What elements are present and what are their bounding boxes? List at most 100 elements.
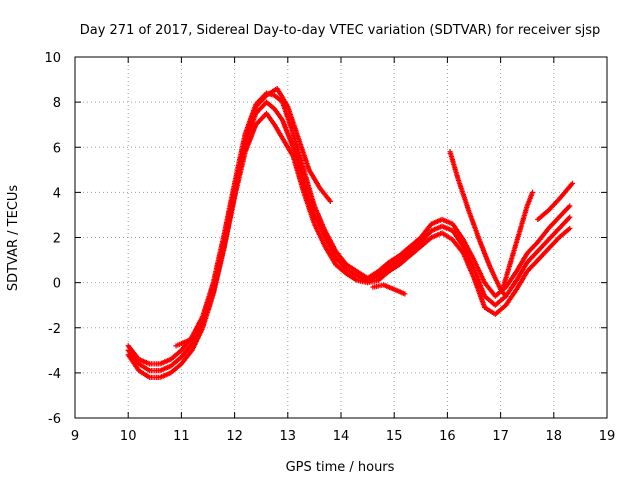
data-marker-run: [447, 150, 461, 180]
data-marker-run: [501, 259, 514, 289]
data-marker-run: [126, 353, 141, 372]
x-tick-label: 10: [120, 429, 137, 444]
data-marker-run: [419, 222, 433, 239]
data-marker-run: [430, 224, 444, 233]
data-marker-run: [408, 240, 423, 253]
grid-lines: [75, 57, 607, 418]
data-point: [567, 214, 573, 220]
x-tick-label: 12: [226, 429, 243, 444]
data-marker-run: [301, 180, 317, 216]
data-point: [529, 189, 536, 195]
y-tick-label: 6: [53, 141, 61, 156]
chart-title: Day 271 of 2017, Sidereal Day-to-day VTE…: [80, 23, 601, 38]
data-marker-run: [472, 259, 487, 284]
data-marker-run: [557, 182, 574, 201]
data-marker-run: [408, 245, 423, 257]
data-marker-run: [280, 119, 296, 149]
data-marker-run: [504, 270, 519, 289]
y-tick-label: 8: [53, 96, 61, 111]
series-track-f: [447, 149, 509, 299]
data-marker-run: [291, 146, 306, 183]
data-marker-run: [137, 362, 151, 373]
data-marker-run: [461, 252, 476, 280]
data-marker-run: [514, 270, 529, 291]
data-marker-run: [525, 240, 540, 255]
data-marker-run: [525, 258, 540, 273]
data-marker-run: [488, 265, 503, 291]
x-tick-label: 9: [71, 429, 79, 444]
data-marker-run: [232, 141, 248, 196]
y-tick-labels: -6 -4 -2 0 2 4 6 8 10: [44, 51, 61, 427]
data-marker-run: [536, 227, 550, 244]
data-marker-run: [169, 362, 183, 375]
data-marker-run: [221, 193, 237, 248]
data-marker-run: [264, 112, 277, 126]
x-tick-label: 18: [546, 429, 563, 444]
series-track-h: [535, 180, 576, 223]
x-tick-labels: 9 10 11 12 13 14 15 16 17 18 19: [71, 429, 615, 444]
data-marker-run: [334, 249, 348, 266]
data-marker-run: [408, 236, 423, 248]
data-marker-run: [387, 258, 401, 269]
data-marker-run: [466, 209, 482, 241]
data-marker-run: [159, 364, 172, 373]
data-point: [567, 225, 573, 232]
data-marker-run: [169, 348, 183, 361]
data-marker-run: [398, 245, 412, 257]
data-marker-run: [419, 229, 433, 244]
series-track-d: [173, 85, 333, 349]
data-marker-run: [419, 236, 433, 248]
data-marker-run: [296, 137, 312, 171]
x-tick-label: 17: [492, 429, 509, 444]
data-marker-run: [477, 238, 492, 268]
y-axis-label: SDTVAR / TECUs: [6, 185, 21, 292]
data-marks: [125, 85, 576, 380]
data-marker-run: [536, 209, 550, 221]
x-tick-label: 19: [599, 429, 616, 444]
data-marker-run: [200, 290, 216, 325]
data-marker-run: [291, 155, 306, 194]
data-marker-run: [175, 341, 183, 348]
data-marker-run: [301, 191, 317, 225]
data-point: [567, 203, 573, 209]
data-marker-run: [307, 168, 322, 190]
data-marker-run: [254, 94, 268, 108]
y-tick-label: 0: [53, 277, 61, 292]
series-track-g: [500, 189, 536, 290]
data-marker-run: [387, 262, 401, 273]
data-marker-run: [547, 227, 561, 242]
data-marker-run: [179, 349, 194, 366]
series-track-e: [370, 282, 408, 297]
data-marker-run: [377, 260, 391, 273]
data-marker-run: [398, 254, 412, 266]
data-marker-run: [323, 229, 338, 253]
data-marker-run: [499, 288, 508, 298]
y-tick-label: 10: [44, 51, 61, 66]
data-marker-run: [430, 217, 444, 226]
x-tick-label: 11: [173, 429, 190, 444]
data-marker-run: [334, 256, 348, 271]
data-marker-run: [312, 213, 327, 239]
data-marker-run: [517, 204, 530, 234]
data-marker-run: [285, 105, 301, 140]
data-marker-run: [382, 282, 396, 292]
data-marker-run: [345, 267, 358, 278]
data-marker-run: [312, 204, 327, 232]
y-tick-label: -6: [48, 412, 61, 427]
data-marker-run: [126, 349, 141, 366]
x-axis-label: GPS time / hours: [286, 460, 395, 475]
data-marker-run: [280, 101, 296, 135]
data-marker-run: [557, 215, 572, 230]
x-tick-label: 14: [333, 429, 350, 444]
x-tick-label: 15: [386, 429, 403, 444]
data-marker-run: [275, 87, 290, 108]
data-marker-run: [345, 262, 358, 273]
data-marker-run: [461, 238, 476, 262]
data-marker-run: [514, 261, 529, 282]
data-marker-run: [345, 272, 358, 282]
data-marker-run: [377, 265, 391, 278]
data-marker-run: [557, 204, 572, 219]
data-marker-run: [509, 232, 522, 262]
data-marker-run: [159, 357, 172, 366]
x-tick-label: 16: [439, 429, 456, 444]
